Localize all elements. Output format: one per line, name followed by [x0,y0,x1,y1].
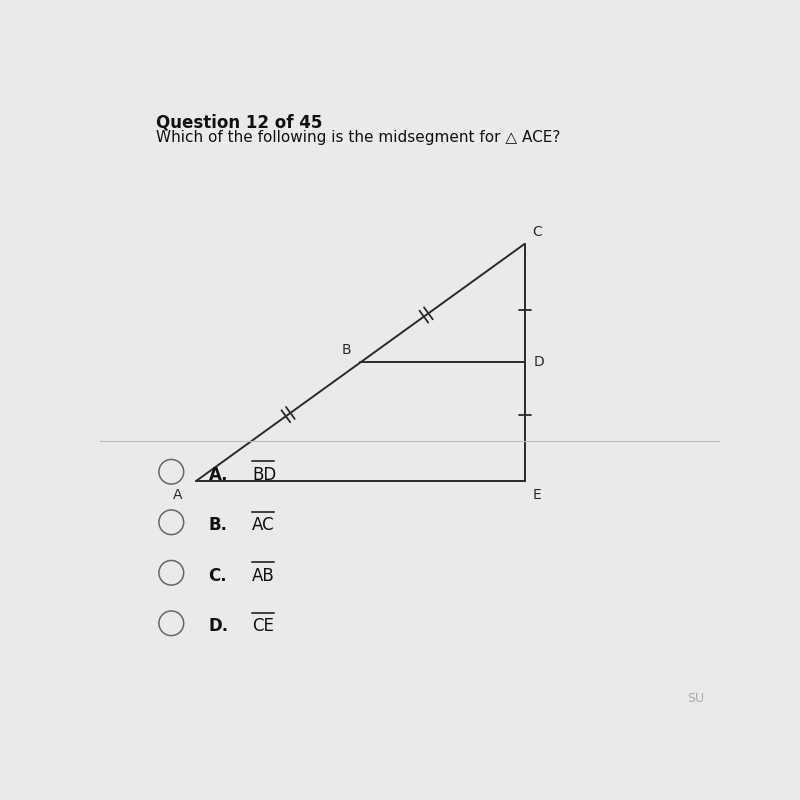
Text: D.: D. [209,618,229,635]
Text: CE: CE [252,618,274,635]
Text: Which of the following is the midsegment for △ ACE?: Which of the following is the midsegment… [156,130,560,145]
Text: Question 12 of 45: Question 12 of 45 [156,114,322,131]
Text: AB: AB [252,567,274,585]
Text: C: C [532,225,542,239]
Text: B.: B. [209,516,227,534]
Text: A.: A. [209,466,228,484]
Text: C.: C. [209,567,227,585]
Text: E: E [532,488,541,502]
Text: B: B [342,343,351,358]
Text: BD: BD [252,466,276,484]
Text: D: D [534,355,544,370]
Text: SU: SU [687,692,705,705]
Text: AC: AC [252,516,274,534]
Text: A: A [173,488,182,502]
